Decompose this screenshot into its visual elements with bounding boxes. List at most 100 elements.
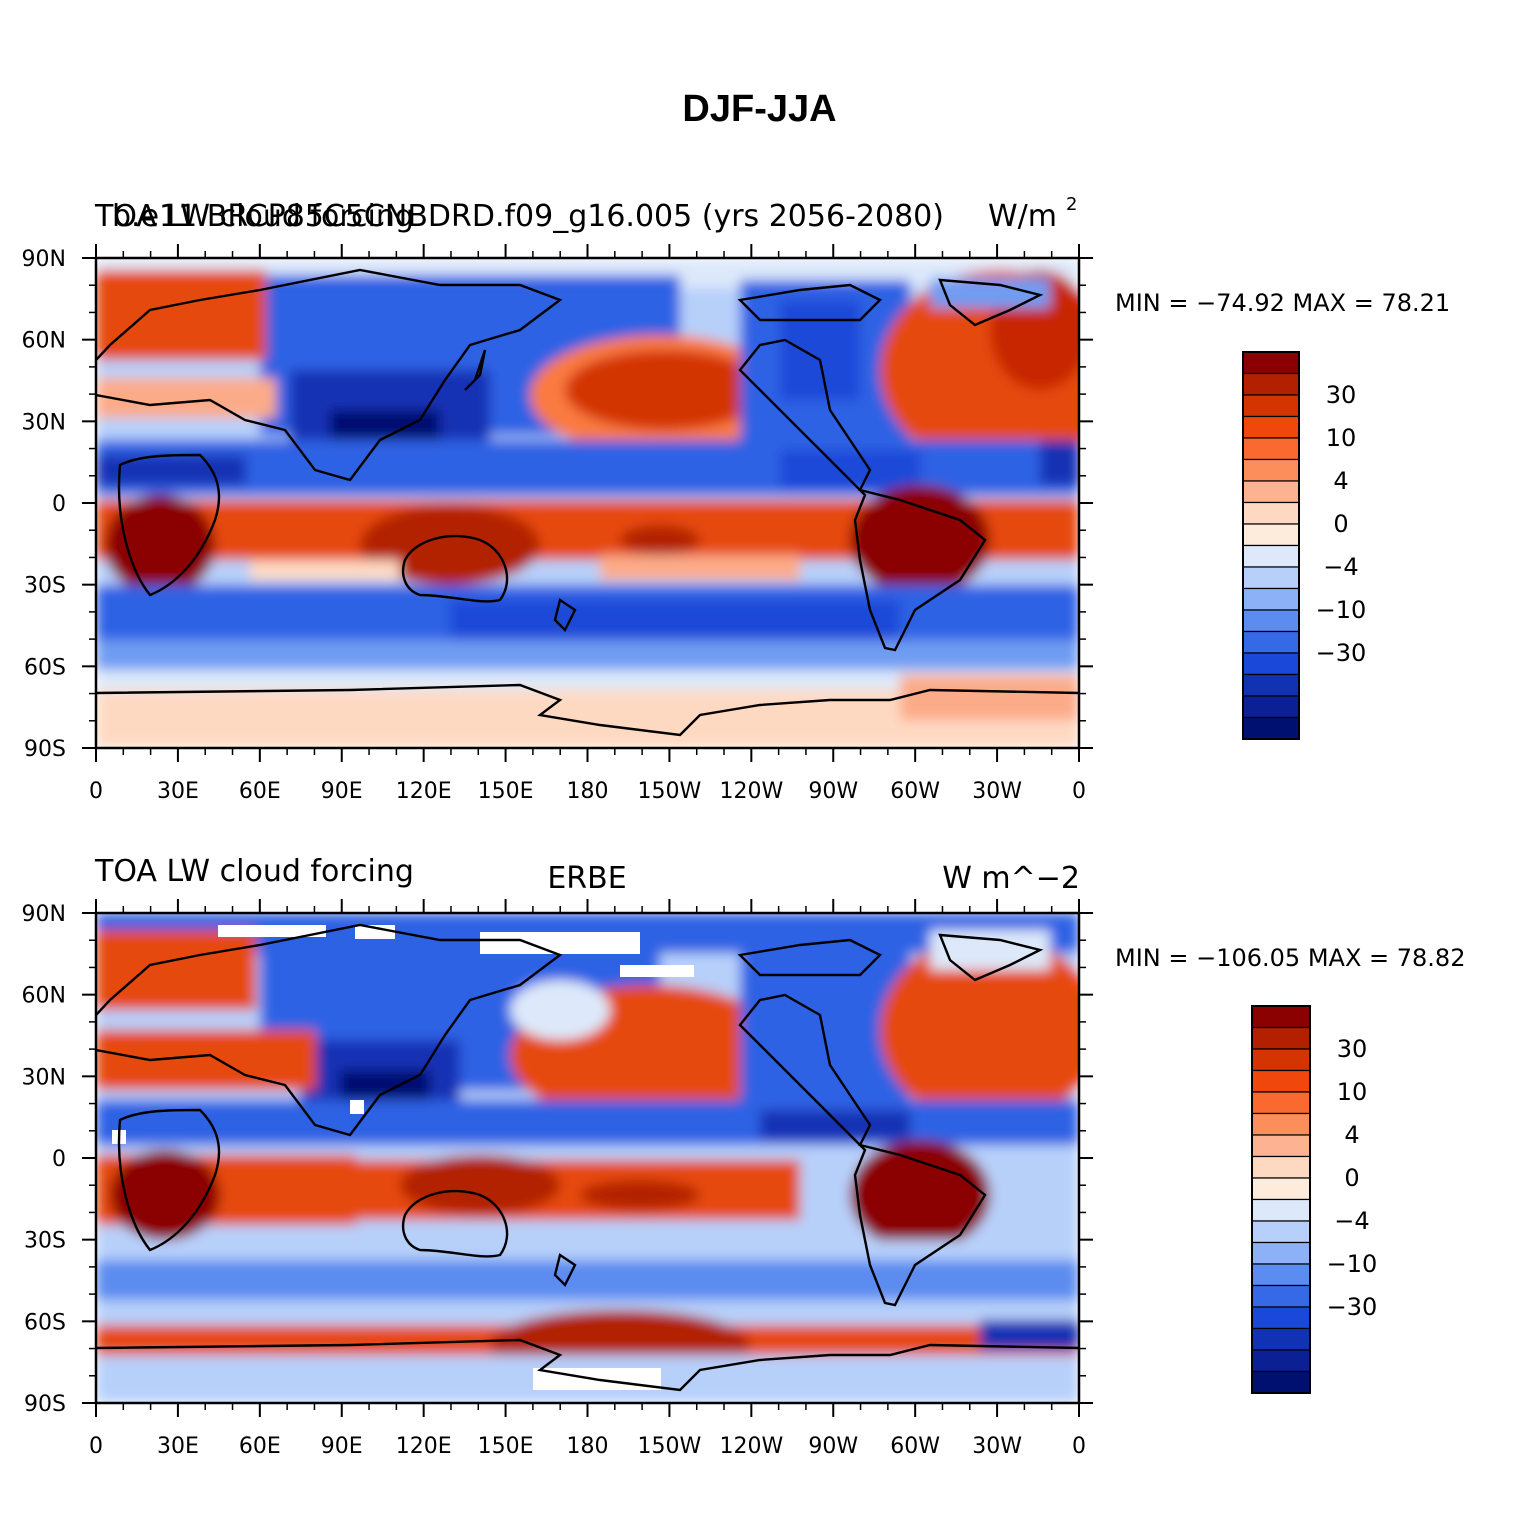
panel-bottom-colorbar-frame	[1251, 1005, 1311, 1394]
panel-top-colorbar-swatch	[1242, 544, 1300, 568]
panel-bottom-lon-label: 150E	[478, 1434, 534, 1459]
panel-bottom-lon-label: 150W	[638, 1434, 702, 1459]
panel-top-axes: 90N 60N 30N 0 30S 60S 90S 0 30E 60E 90E 120E 150E 180…	[22, 244, 1093, 804]
panel-top-lon-label: 90W	[808, 779, 858, 804]
panel-top-lon-label: 180	[567, 779, 609, 804]
panel-bottom-colorbar-swatch	[1251, 1370, 1311, 1394]
panel-bottom-lat-label: 30S	[24, 1229, 66, 1254]
panel-top-lon-label: 150E	[478, 779, 534, 804]
panel-bottom-colorbar-swatch	[1251, 1349, 1311, 1373]
panel-top-lon-label: 60W	[890, 779, 940, 804]
panel-bottom-colorbar-swatch	[1251, 1198, 1311, 1222]
panel-top-lon-label: 90E	[321, 779, 363, 804]
panel-top-lon-label: 0	[89, 779, 103, 804]
panel-bottom: TOA LW cloud forcing ERBE W m^−2 MIN = −…	[22, 854, 1466, 1459]
panel-top-colorbar-swatch	[1242, 480, 1300, 504]
panel-bottom-colorbar-swatch	[1251, 1177, 1311, 1201]
panel-top-colorbar-swatch	[1242, 673, 1300, 697]
panel-bottom-colorbar-label: −10	[1327, 1250, 1378, 1278]
panel-top-lon-label: 120E	[396, 779, 452, 804]
panel-top-lon-label: 0	[1072, 779, 1086, 804]
panel-bottom-lat-label: 30N	[22, 1065, 66, 1090]
panel-top-lat-label: 60S	[24, 655, 66, 680]
panel-top-colorbar-swatch	[1242, 630, 1300, 654]
panel-top-min-max: MIN = −74.92 MAX = 78.21	[1115, 289, 1450, 317]
panel-top-colorbar-label: 4	[1333, 467, 1348, 495]
panel-bottom-colorbar-label: 10	[1337, 1078, 1368, 1106]
panel-top-colorbar-label: 0	[1333, 510, 1348, 538]
panel-top-lat-label: 60N	[22, 329, 66, 354]
panel-bottom-colorbar-swatch	[1251, 1112, 1311, 1136]
panel-bottom-lon-label: 0	[89, 1434, 103, 1459]
panel-top-coastlines	[96, 268, 1079, 737]
panel-bottom-lon-label: 60E	[239, 1434, 281, 1459]
panel-bottom-min-max: MIN = −106.05 MAX = 78.82	[1115, 944, 1465, 972]
panel-top-colorbar-swatch	[1242, 351, 1300, 375]
panel-top-colorbar-swatch	[1242, 587, 1300, 611]
panel-top-lat-label: 0	[52, 492, 66, 517]
panel-bottom-lon-label: 120W	[719, 1434, 783, 1459]
panel-bottom-colorbar-swatch	[1251, 1134, 1311, 1158]
panel-top-lat-label: 30N	[22, 410, 66, 435]
panel-bottom-lat-label: 60N	[22, 984, 66, 1009]
panel-bottom-colorbar-swatch	[1251, 1069, 1311, 1093]
panel-bottom-colorbar-swatch	[1251, 1241, 1311, 1265]
panel-top-lon-label: 60E	[239, 779, 281, 804]
panel-top-colorbar-swatch	[1242, 652, 1300, 676]
panel-top-colorbar-label: −4	[1323, 553, 1358, 581]
panel-bottom-colorbar-swatch	[1251, 1306, 1311, 1330]
panel-top-units: W/m	[988, 199, 1057, 234]
panel-bottom-colorbar-label: 4	[1344, 1121, 1359, 1149]
panel-bottom-colorbar-swatch	[1251, 1026, 1311, 1050]
panel-top-colorbar-swatch	[1242, 415, 1300, 439]
panel-bottom-colorbar-label: 0	[1344, 1164, 1359, 1192]
panel-top-units-superscript: 2	[1066, 194, 1077, 215]
panel-top-lat-label: 30S	[24, 574, 66, 599]
panel-top-colorbar-swatch	[1242, 372, 1300, 396]
panel-top-lon-label: 30W	[972, 779, 1022, 804]
panel-bottom-lon-label: 30E	[157, 1434, 199, 1459]
panel-top-left-title: TOA LW cloud forcing	[94, 199, 414, 234]
panel-bottom-colorbar-swatch	[1251, 1327, 1311, 1351]
panel-top-colorbar-label: 30	[1326, 381, 1357, 409]
panel-bottom-colorbar-swatch	[1251, 1263, 1311, 1287]
panel-bottom-left-title: TOA LW cloud forcing	[94, 854, 414, 889]
panel-bottom-map	[96, 913, 1079, 1403]
panel-top-map	[96, 258, 1079, 748]
panel-bottom-colorbar-swatch	[1251, 1284, 1311, 1308]
panel-top-colorbar-swatch	[1242, 609, 1300, 633]
panel-bottom-lon-label: 120E	[396, 1434, 452, 1459]
panel-top-colorbar-label: 10	[1326, 424, 1357, 452]
panel-top-lon-label: 30E	[157, 779, 199, 804]
panel-bottom-colorbar-swatch	[1251, 1091, 1311, 1115]
panel-bottom-lon-label: 60W	[890, 1434, 940, 1459]
figure-title: DJF-JJA	[682, 88, 837, 130]
panel-top-colorbar-swatch	[1242, 695, 1300, 719]
panel-bottom-colorbar-swatch	[1251, 1005, 1311, 1029]
panel-bottom-colorbar-swatch	[1251, 1155, 1311, 1179]
panel-top-colorbar-swatch	[1242, 523, 1300, 547]
panel-bottom-lat-label: 0	[52, 1147, 66, 1172]
panel-bottom-coastlines	[96, 923, 1079, 1392]
panel-bottom-colorbar-label: −4	[1334, 1207, 1369, 1235]
panel-top-lon-label: 120W	[719, 779, 783, 804]
panel-top-colorbar-frame	[1242, 351, 1300, 740]
panel-bottom-lon-label: 0	[1072, 1434, 1086, 1459]
panel-bottom-units: W m^−2	[942, 861, 1080, 896]
panel-bottom-lat-label: 60S	[24, 1310, 66, 1335]
panel-bottom-lon-label: 90E	[321, 1434, 363, 1459]
panel-top-lon-label: 150W	[638, 779, 702, 804]
panel-bottom-colorbar-swatch	[1251, 1220, 1311, 1244]
panel-bottom-lon-label: 30W	[972, 1434, 1022, 1459]
panel-bottom-center-title: ERBE	[547, 861, 626, 896]
panel-top-colorbar-swatch	[1242, 716, 1300, 740]
panel-bottom-axes: 90N 60N 30N 0 30S 60S 90S 0 30E 60E 90E 120E 150E 180…	[22, 899, 1093, 1459]
panel-top-center-title: b.e11.BRCP85C5CNBDRD.f09_g16.005 (yrs 20…	[112, 199, 944, 234]
panel-bottom-lon-label: 180	[567, 1434, 609, 1459]
panel-top-colorbar-swatch	[1242, 437, 1300, 461]
panel-bottom-colorbar-label: 30	[1337, 1035, 1368, 1063]
panel-top-colorbar: 30 10 4 0 −4 −10 −30	[1242, 351, 1367, 740]
panel-top-lat-label: 90S	[24, 737, 66, 762]
panel-top-colorbar-label: −10	[1316, 596, 1367, 624]
